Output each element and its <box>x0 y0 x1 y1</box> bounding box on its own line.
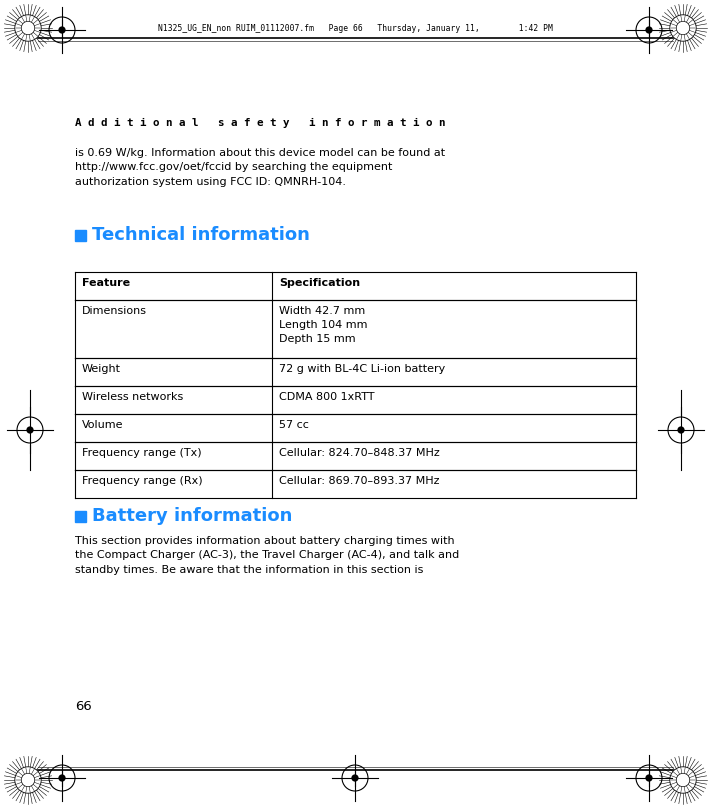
Circle shape <box>678 427 685 434</box>
Text: 66: 66 <box>75 700 92 713</box>
Text: Frequency range (Rx): Frequency range (Rx) <box>82 476 203 486</box>
Text: Frequency range (Tx): Frequency range (Tx) <box>82 448 202 458</box>
Circle shape <box>646 774 653 781</box>
Text: Technical information: Technical information <box>92 226 310 244</box>
Circle shape <box>351 774 358 781</box>
Circle shape <box>26 427 33 434</box>
Circle shape <box>21 773 35 787</box>
Text: Cellular: 824.70–848.37 MHz: Cellular: 824.70–848.37 MHz <box>279 448 439 458</box>
Text: Volume: Volume <box>82 420 124 430</box>
Bar <box>75 300 636 358</box>
Bar <box>75 414 636 442</box>
Circle shape <box>676 773 690 787</box>
Text: Wireless networks: Wireless networks <box>82 392 183 402</box>
Bar <box>75 230 86 241</box>
Bar <box>75 511 86 522</box>
Bar <box>75 386 636 414</box>
Text: This section provides information about battery charging times with
the Compact : This section provides information about … <box>75 536 459 574</box>
Text: 72 g with BL-4C Li-ion battery: 72 g with BL-4C Li-ion battery <box>279 364 445 374</box>
Text: 57 cc: 57 cc <box>279 420 309 430</box>
Circle shape <box>15 767 41 793</box>
Bar <box>75 272 636 300</box>
Text: Dimensions: Dimensions <box>82 306 147 316</box>
Text: is 0.69 W/kg. Information about this device model can be found at
http://www.fcc: is 0.69 W/kg. Information about this dev… <box>75 148 445 187</box>
Text: A d d i t i o n a l   s a f e t y   i n f o r m a t i o n: A d d i t i o n a l s a f e t y i n f o … <box>75 118 446 128</box>
Text: Specification: Specification <box>279 278 360 288</box>
Circle shape <box>670 767 696 793</box>
Text: CDMA 800 1xRTT: CDMA 800 1xRTT <box>279 392 375 402</box>
Circle shape <box>676 21 690 35</box>
Text: Cellular: 869.70–893.37 MHz: Cellular: 869.70–893.37 MHz <box>279 476 439 486</box>
Circle shape <box>58 27 65 34</box>
Bar <box>75 358 636 386</box>
Circle shape <box>15 15 41 41</box>
Text: Weight: Weight <box>82 364 121 374</box>
Circle shape <box>646 27 653 34</box>
Text: Width 42.7 mm
Length 104 mm
Depth 15 mm: Width 42.7 mm Length 104 mm Depth 15 mm <box>279 306 368 344</box>
Text: Battery information: Battery information <box>92 507 292 525</box>
Bar <box>75 470 636 498</box>
Circle shape <box>670 15 696 41</box>
Bar <box>75 442 636 470</box>
Text: N1325_UG_EN_non RUIM_01112007.fm   Page 66   Thursday, January 11,        1:42 P: N1325_UG_EN_non RUIM_01112007.fm Page 66… <box>158 24 552 33</box>
Circle shape <box>58 774 65 781</box>
Circle shape <box>21 21 35 35</box>
Text: Feature: Feature <box>82 278 130 288</box>
